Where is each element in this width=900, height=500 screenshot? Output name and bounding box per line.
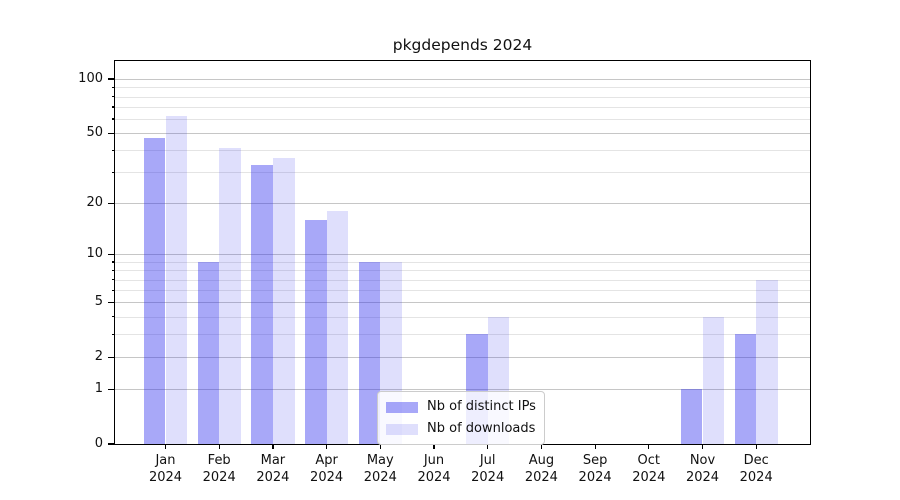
x-tick-mark xyxy=(379,444,381,449)
major-gridline xyxy=(115,79,810,80)
legend-swatch-distinct-ips xyxy=(386,401,418,413)
y-tick-mark xyxy=(108,301,115,303)
y-minor-tick-mark xyxy=(111,333,115,336)
y-minor-tick-mark xyxy=(111,316,115,318)
y-minor-tick-mark xyxy=(111,279,115,281)
bar xyxy=(734,334,757,444)
y-tick-mark xyxy=(108,78,115,80)
y-tick-label: 0 xyxy=(94,436,103,451)
bar xyxy=(219,148,241,444)
legend: Nb of distinct IPs Nb of downloads xyxy=(377,391,545,445)
minor-gridline xyxy=(115,261,810,263)
minor-gridline xyxy=(115,87,810,89)
minor-gridline xyxy=(115,334,810,336)
x-tick-label: Dec 2024 xyxy=(739,453,773,485)
y-tick-label: 10 xyxy=(86,246,103,262)
x-tick-mark xyxy=(218,444,220,449)
minor-gridline xyxy=(115,270,810,272)
plot-area: 0 1 2 5 10 20 50 100 Jan 2024 Feb 2024 Mar 2024 Apr 202… xyxy=(78,60,811,485)
x-tick-label: Jun 2024 xyxy=(417,453,451,485)
bar xyxy=(756,279,778,444)
bar xyxy=(165,116,188,444)
x-tick-label: Sep 2024 xyxy=(578,453,612,485)
x-tick-label: Jan 2024 xyxy=(148,453,183,485)
major-gridline xyxy=(115,389,810,391)
y-tick-label: 1 xyxy=(94,381,103,397)
major-gridline xyxy=(115,203,810,205)
x-tick-label: Apr 2024 xyxy=(310,453,344,485)
x-tick-mark xyxy=(164,444,167,449)
bar xyxy=(702,316,725,444)
x-tick-mark xyxy=(648,444,650,449)
y-tick-label: 5 xyxy=(94,294,103,310)
legend-item-distinct-ips: Nb of distinct IPs xyxy=(386,399,536,414)
x-tick-mark xyxy=(326,444,328,449)
minor-gridline xyxy=(115,96,810,98)
y-minor-tick-mark xyxy=(111,149,115,152)
bar xyxy=(304,219,327,444)
minor-gridline xyxy=(115,150,810,152)
x-tick-mark xyxy=(487,444,489,449)
y-tick-label: 50 xyxy=(86,125,103,141)
x-tick-label: Mar 2024 xyxy=(256,453,290,485)
y-tick-mark xyxy=(108,356,115,358)
bar xyxy=(143,137,166,444)
minor-gridline xyxy=(115,118,810,120)
y-minor-tick-mark xyxy=(111,171,115,174)
x-tick-label: May 2024 xyxy=(363,453,397,485)
y-minor-tick-mark xyxy=(111,118,115,120)
x-tick-label: Jul 2024 xyxy=(471,453,505,485)
x-tick-mark xyxy=(594,444,596,449)
legend-label-downloads: Nb of downloads xyxy=(427,421,536,436)
x-tick-mark xyxy=(433,444,435,449)
major-gridline xyxy=(115,357,810,359)
x-tick-label: Aug 2024 xyxy=(524,453,558,485)
y-tick-mark xyxy=(108,443,115,445)
x-tick-mark xyxy=(701,444,704,449)
bar xyxy=(326,211,349,444)
y-minor-tick-mark xyxy=(111,269,115,271)
y-tick-label: 2 xyxy=(94,349,103,365)
bar xyxy=(680,389,703,444)
major-gridline xyxy=(115,302,810,304)
minor-gridline xyxy=(115,279,810,281)
chart-title: pkgdepends 2024 xyxy=(392,36,533,54)
x-tick-label: Feb 2024 xyxy=(202,453,236,485)
y-minor-tick-mark xyxy=(111,106,115,108)
major-gridline xyxy=(115,254,810,256)
y-tick-mark xyxy=(108,253,115,256)
x-tick-label: Oct 2024 xyxy=(632,453,666,485)
minor-gridline xyxy=(115,290,810,292)
y-tick-label: 20 xyxy=(86,195,103,211)
y-minor-tick-mark xyxy=(111,261,115,263)
x-tick-mark xyxy=(540,444,543,449)
bar xyxy=(358,261,381,444)
minor-gridline xyxy=(115,172,810,174)
x-tick-label: Nov 2024 xyxy=(685,453,720,485)
bar xyxy=(251,165,273,444)
legend-swatch-downloads xyxy=(386,423,418,435)
bar xyxy=(197,261,220,444)
y-minor-tick-mark xyxy=(111,96,115,98)
x-tick-mark xyxy=(755,444,757,449)
x-tick-mark xyxy=(272,444,274,449)
y-minor-tick-mark xyxy=(111,86,115,89)
minor-gridline xyxy=(115,106,810,108)
y-minor-tick-mark xyxy=(111,289,115,291)
y-tick-mark xyxy=(108,132,115,134)
bar xyxy=(272,158,295,444)
y-tick-mark xyxy=(108,388,115,390)
major-gridline xyxy=(115,133,810,135)
legend-item-downloads: Nb of downloads xyxy=(386,421,536,436)
legend-label-distinct-ips: Nb of distinct IPs xyxy=(427,399,536,414)
minor-gridline xyxy=(115,316,810,318)
y-tick-label: 100 xyxy=(78,71,103,86)
y-tick-mark xyxy=(108,202,115,204)
